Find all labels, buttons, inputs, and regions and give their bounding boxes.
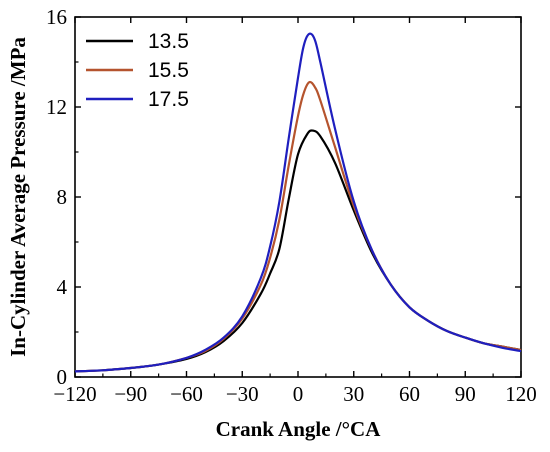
series-line-17-5	[74, 32, 522, 373]
x-tick-label: −60	[170, 382, 203, 406]
legend: 13.5 15.5 17.5	[86, 30, 189, 111]
series-line-13-5	[74, 129, 522, 373]
x-axis-title: Crank Angle /°CA	[216, 417, 382, 441]
x-tick-label: 0	[293, 382, 304, 406]
series-line-15-5	[74, 80, 522, 373]
y-axis-title: In-Cylinder Average Pressure /MPa	[6, 37, 30, 357]
series-lines	[74, 32, 522, 373]
x-tick-label: 30	[343, 382, 364, 406]
x-tick-label: 90	[455, 382, 476, 406]
x-tick-label: −120	[53, 382, 96, 406]
legend-label-15-5: 15.5	[148, 59, 189, 82]
y-tick-label: 16	[46, 5, 67, 29]
y-tick-label: 4	[57, 275, 68, 299]
x-axis-ticks: −120 −90 −60 −30 0 30 60 90 120	[53, 17, 537, 406]
x-tick-label: −90	[114, 382, 147, 406]
x-tick-label: 120	[505, 382, 537, 406]
y-tick-label: 12	[46, 95, 67, 119]
legend-label-13-5: 13.5	[148, 30, 189, 53]
x-tick-label: −30	[226, 382, 259, 406]
x-tick-label: 60	[399, 382, 420, 406]
y-axis-ticks: 0 4 8 12 16	[46, 5, 521, 389]
y-tick-label: 8	[57, 185, 68, 209]
legend-label-17-5: 17.5	[148, 88, 189, 111]
y-tick-label: 0	[57, 365, 68, 389]
